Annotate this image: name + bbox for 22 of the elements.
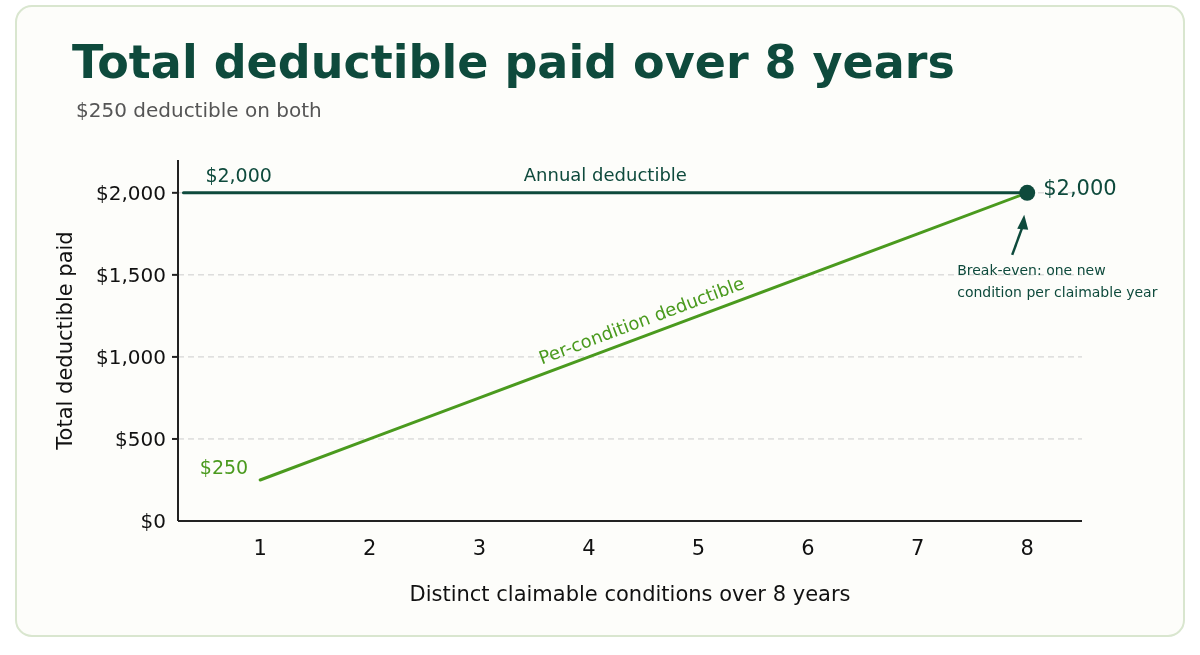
- x-tick-label: 3: [472, 536, 487, 560]
- y-tick-label: $500: [115, 426, 166, 451]
- x-tick-label: 7: [910, 536, 925, 560]
- x-axis-title: Distinct claimable conditions over 8 years: [409, 582, 851, 606]
- chart-title: Total deductible paid over 8 years: [72, 35, 955, 89]
- x-tick-label: 4: [582, 536, 596, 560]
- y-tick-label: $0: [140, 509, 166, 533]
- x-tick-label: 1: [253, 536, 267, 560]
- annotation: $2,000: [1043, 175, 1117, 200]
- y-tick-label: $2,000: [96, 180, 166, 205]
- x-tick-label: 6: [801, 536, 815, 560]
- y-tick-label: $1,000: [96, 344, 166, 369]
- x-tick-label: 2: [363, 536, 377, 560]
- series-label: Annual deductible: [523, 163, 687, 185]
- annotation: $2,000: [205, 163, 272, 186]
- annotation: $250: [199, 455, 249, 478]
- y-tick-label: $1,500: [96, 262, 166, 287]
- annotation: Break-even: one new condition per claimable year: [957, 261, 1158, 300]
- x-tick-label: 8: [1020, 536, 1034, 560]
- x-tick-label: 5: [691, 536, 706, 560]
- y-axis-title: Total deductible paid: [53, 231, 77, 451]
- chart-subtitle: $250 deductible on both: [76, 98, 322, 122]
